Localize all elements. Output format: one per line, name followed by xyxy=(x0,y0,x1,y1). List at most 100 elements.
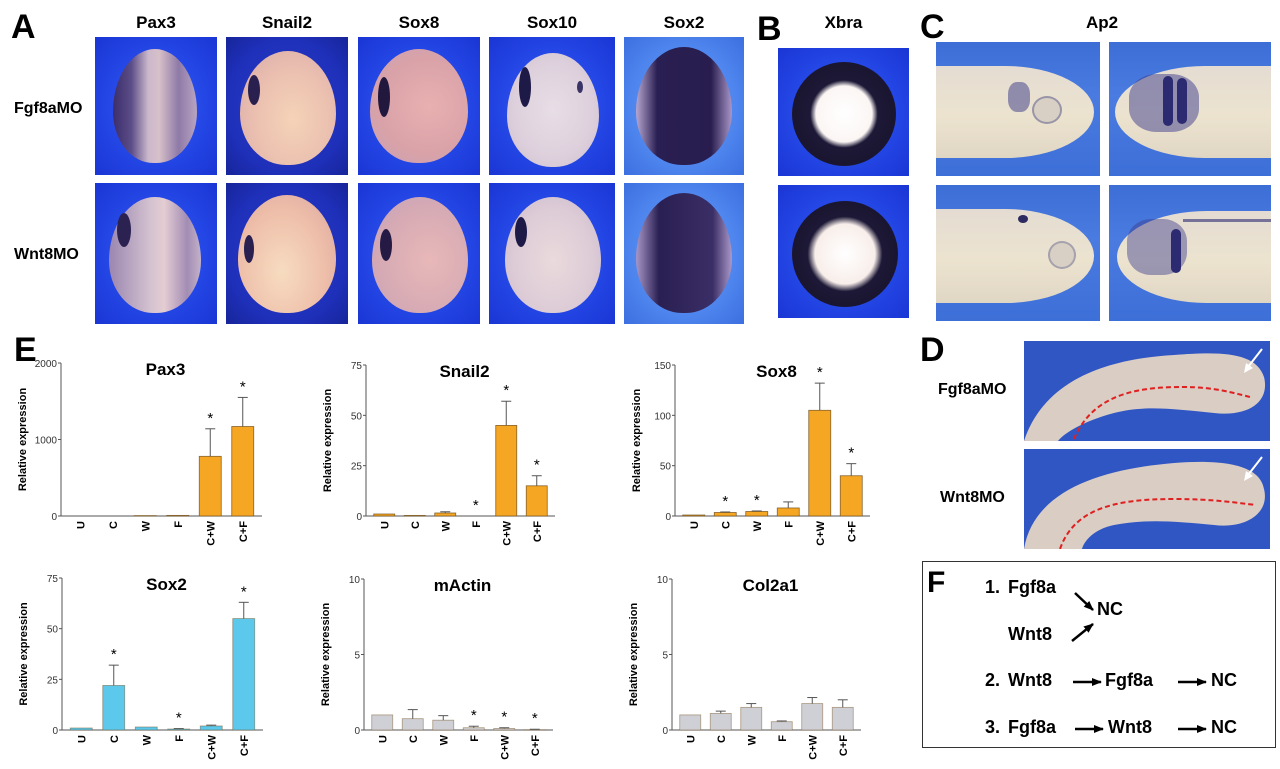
y-tick-label: 5 xyxy=(662,651,668,662)
significance-asterisk: * xyxy=(722,493,728,510)
embryo-photo-sox8-fgf8amo xyxy=(358,37,480,175)
y-axis-label: Relative expression xyxy=(631,389,643,493)
x-tick-label: C+F xyxy=(838,735,850,756)
bar-C+W xyxy=(493,728,516,731)
col-head-sox8: Sox8 xyxy=(398,13,440,32)
embryo-photo-pax3-wnt8mo xyxy=(95,183,217,324)
bar-C xyxy=(403,514,426,517)
y-tick-label: 75 xyxy=(351,361,363,372)
x-tick-label: W xyxy=(140,520,152,531)
y-axis-label: Relative expression xyxy=(628,603,640,707)
significance-asterisk: * xyxy=(240,378,246,395)
y-tick-label: 0 xyxy=(665,512,671,523)
chart-svg: Snail2 Relative expression 0 25 50 75 U C W * F * C+… xyxy=(322,361,555,546)
bar-U xyxy=(69,727,93,731)
bar-C+F xyxy=(839,475,863,517)
embryo-photo-sox10-wnt8mo xyxy=(489,183,615,324)
x-tick-label: U xyxy=(76,735,88,743)
bar-C+F xyxy=(231,426,255,517)
bar-chart-sox2: Sox2 Relative expression 0 25 50 75 U * C W * F C+W *… xyxy=(0,560,320,769)
y-tick-label: 0 xyxy=(51,512,57,523)
panel-letter-f: F xyxy=(927,566,946,599)
bar-C+W xyxy=(808,409,832,517)
x-tick-label: C+W xyxy=(206,734,218,759)
model-box: F 1. Fgf8a Wnt8 NC 2. Wnt8 Fgf8a NC 3. F… xyxy=(922,561,1276,748)
bar-C+W xyxy=(199,725,223,731)
x-tick-label: C+F xyxy=(532,521,544,542)
x-tick-label: C xyxy=(109,735,121,743)
x-tick-label: W xyxy=(438,734,450,745)
y-tick-label: 100 xyxy=(654,411,671,422)
model3-fgf8a: Fgf8a xyxy=(1008,717,1057,737)
x-tick-label: C xyxy=(408,735,420,743)
bar-F xyxy=(462,727,485,731)
y-axis-label: Relative expression xyxy=(322,389,334,493)
bar-W xyxy=(134,726,158,731)
tadpole-photo-ap2-4 xyxy=(1109,185,1271,321)
embryo-photo-sox2-fgf8amo xyxy=(624,37,744,175)
significance-asterisk: * xyxy=(848,445,854,462)
y-tick-label: 2000 xyxy=(35,359,58,370)
bar-W xyxy=(434,512,457,517)
x-tick-label: W xyxy=(752,520,764,531)
chart-svg: Sox2 Relative expression 0 25 50 75 U * C W * F C+W *… xyxy=(18,574,263,760)
significance-asterisk: * xyxy=(503,382,509,399)
x-tick-label: C+W xyxy=(499,734,511,759)
col-head-snail2: Snail2 xyxy=(261,13,313,32)
row-head-d-fgf8amo: Fgf8aMO xyxy=(938,381,1007,398)
bar-C xyxy=(709,712,732,731)
bar-chart-col2a1: Col2a1 Relative expression 0 5 10 U C W F C+W C+F xyxy=(620,560,920,769)
col-head-ap2: Ap2 xyxy=(1085,13,1119,32)
chart-svg: Pax3 Relative expression 0 1000 2000 U C W F * C+W… xyxy=(17,359,262,546)
significance-asterisk: * xyxy=(111,646,117,663)
y-axis-label: Relative expression xyxy=(17,388,29,492)
y-tick-label: 50 xyxy=(660,462,672,473)
x-tick-label: W xyxy=(141,734,153,745)
y-tick-label: 0 xyxy=(52,726,58,737)
embryo-photo-xbra-wnt8mo xyxy=(778,185,909,318)
significance-asterisk: * xyxy=(532,710,538,727)
y-tick-label: 10 xyxy=(657,575,669,586)
tailbud-photo-fgf8amo xyxy=(1024,341,1270,441)
bar-F xyxy=(770,721,793,731)
bar-C+W xyxy=(495,425,518,517)
y-tick-label: 0 xyxy=(354,726,360,737)
chart-svg: Col2a1 Relative expression 0 5 10 U C W F C+W C+F xyxy=(628,575,861,760)
x-tick-label: U xyxy=(685,735,697,743)
significance-asterisk: * xyxy=(754,492,760,509)
bar-C+W xyxy=(198,455,222,517)
embryo-photo-snail2-wnt8mo xyxy=(226,183,348,324)
model1-wnt8: Wnt8 xyxy=(1008,624,1052,644)
col-head-sox2: Sox2 xyxy=(663,13,705,32)
bar-chart-mactin: mActin Relative expression 0 5 10 U C W * F * C+W * C… xyxy=(320,560,620,769)
col-head-sox10: Sox10 xyxy=(526,13,578,32)
model2-fgf8a: Fgf8a xyxy=(1105,670,1154,690)
bar-chart-snail2: Snail2 Relative expression 0 25 50 75 U C W * F * C+… xyxy=(320,330,620,555)
model3-wnt8: Wnt8 xyxy=(1108,717,1152,737)
row-head-d-wnt8mo: Wnt8MO xyxy=(940,489,1005,506)
row-head-wnt8mo: Wnt8MO xyxy=(14,246,79,263)
bar-C+F xyxy=(232,618,256,731)
x-tick-label: W xyxy=(440,520,452,531)
model1-number: 1. xyxy=(985,577,1001,597)
y-tick-label: 50 xyxy=(47,625,59,636)
bar-U xyxy=(679,714,702,731)
panel-letter-c: C xyxy=(920,8,945,46)
model2-wnt8: Wnt8 xyxy=(1008,670,1052,690)
x-tick-label: F xyxy=(173,521,185,528)
embryo-photo-snail2-fgf8amo xyxy=(226,37,348,175)
model3-nc: NC xyxy=(1211,717,1237,737)
bar-C+W xyxy=(801,703,824,731)
model3-number: 3. xyxy=(985,717,1001,737)
model1-fgf8a: Fgf8a xyxy=(1008,577,1057,597)
x-tick-label: F xyxy=(777,735,789,742)
x-tick-label: U xyxy=(377,735,389,743)
bar-W xyxy=(740,706,763,731)
chart-title: Pax3 xyxy=(146,360,186,379)
chart-svg: mActin Relative expression 0 5 10 U C W * F * C+W * C… xyxy=(320,575,553,760)
y-tick-label: 1000 xyxy=(35,436,58,447)
x-tick-label: C xyxy=(716,735,728,743)
chart-svg: Sox8 Relative expression 0 50 100 150 U * C * W F * C… xyxy=(631,361,870,546)
tadpole-photo-ap2-3 xyxy=(936,185,1100,321)
bar-C xyxy=(401,718,424,731)
